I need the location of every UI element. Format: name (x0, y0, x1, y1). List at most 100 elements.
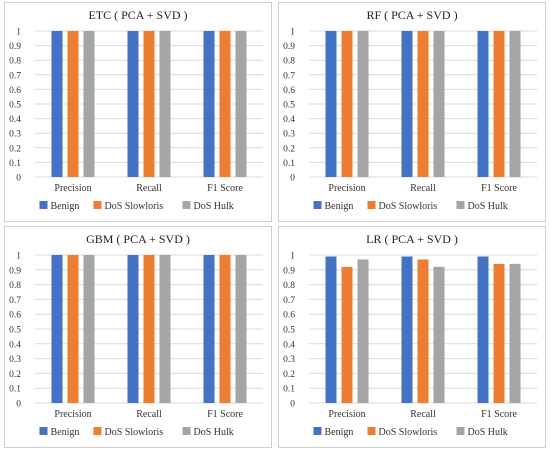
legend-swatch (456, 201, 465, 209)
bar-dos-hulk (235, 31, 247, 177)
y-tick-label: 0.9 (283, 266, 295, 276)
bar-dos-slowloris (67, 255, 79, 403)
bar-benign (203, 31, 215, 177)
y-tick-label: 0.1 (283, 159, 295, 169)
chart-panel-gbm: GBM ( PCA + SVD ) 0 0.1 0.2 0.3 0.4 0.5 0.6 0.7 0… (4, 226, 272, 448)
y-tick-label: 0.6 (283, 86, 295, 96)
x-category-label: Precision (328, 409, 365, 420)
legend-label: Benign (51, 427, 80, 438)
legend-label: DoS Hulk (194, 427, 234, 438)
bar-dos-hulk (509, 31, 521, 177)
x-category-label: F1 Score (207, 409, 243, 420)
bar-dos-slowloris (143, 255, 155, 403)
y-tick-label: 1 (16, 28, 21, 38)
y-tick-label: 0.5 (283, 326, 295, 336)
chart-title: LR ( PCA + SVD ) (366, 232, 458, 246)
y-tick-label: 0.8 (9, 281, 21, 291)
bar-benign (51, 255, 63, 403)
bar-dos-hulk (83, 31, 95, 177)
y-tick-label: 0 (16, 174, 21, 184)
y-tick-label: 0 (16, 400, 21, 410)
y-tick-label: 0.7 (283, 296, 295, 306)
bar-dos-slowloris (219, 31, 231, 177)
legend-label: Benign (325, 201, 354, 212)
y-tick-label: 0.4 (9, 340, 21, 350)
y-tick-label: 0.8 (9, 57, 21, 67)
bar-dos-hulk (159, 31, 171, 177)
y-tick-label: 0.2 (9, 370, 21, 380)
y-tick-label: 0.7 (283, 71, 295, 81)
x-category-label: Precision (54, 183, 91, 194)
y-tick-label: 0.4 (283, 340, 295, 350)
y-tick-label: 0.3 (283, 355, 295, 365)
y-tick-label: 0.3 (9, 130, 21, 140)
bar-benign (203, 255, 215, 403)
x-category-label: Recall (410, 409, 436, 420)
legend-label: DoS Slowloris (379, 201, 438, 212)
y-tick-label: 0.8 (283, 57, 295, 67)
y-tick-label: 0.3 (9, 355, 21, 365)
y-tick-label: 0.5 (9, 326, 21, 336)
y-tick-label: 0.6 (9, 311, 21, 321)
legend-swatch (367, 427, 376, 435)
chart-panel-etc: ETC ( PCA + SVD ) 0 0.1 0.2 0.3 0.4 0.5 0.6 0.7 0… (4, 2, 272, 222)
y-tick-label: 0.4 (283, 115, 295, 125)
x-category-label: F1 Score (481, 183, 517, 194)
legend-label: Benign (325, 427, 354, 438)
bar-dos-slowloris (493, 263, 505, 403)
x-category-label: Precision (54, 409, 91, 420)
legend-label: DoS Slowloris (105, 201, 164, 212)
y-tick-label: 0.8 (283, 281, 295, 291)
y-tick-label: 0.1 (283, 385, 295, 395)
y-tick-label: 0.1 (9, 385, 21, 395)
x-category-label: F1 Score (207, 183, 243, 194)
y-tick-label: 0.3 (283, 130, 295, 140)
bar-dos-hulk (159, 255, 171, 403)
bar-dos-hulk (83, 255, 95, 403)
y-tick-label: 0.7 (9, 71, 21, 81)
x-category-label: Recall (410, 183, 436, 194)
chart-etc: ETC ( PCA + SVD ) 0 0.1 0.2 0.3 0.4 0.5 0.6 0.7 0… (9, 8, 263, 212)
y-tick-label: 1 (16, 252, 21, 262)
y-tick-label: 0.6 (9, 86, 21, 96)
bar-benign (127, 31, 139, 177)
legend-swatch (39, 201, 48, 209)
x-category-label: F1 Score (481, 409, 517, 420)
bar-dos-slowloris (341, 266, 353, 403)
chart-rf: RF ( PCA + SVD ) 0 0.1 0.2 0.3 0.4 0.5 0.6 0.7 0.… (283, 8, 537, 212)
legend-swatch (93, 201, 102, 209)
x-category-label: Recall (136, 409, 162, 420)
legend-swatch (313, 427, 322, 435)
y-tick-label: 1 (290, 252, 295, 262)
legend-label: DoS Hulk (468, 201, 508, 212)
y-tick-label: 1 (290, 28, 295, 38)
y-tick-label: 0.2 (283, 370, 295, 380)
y-tick-label: 0.7 (9, 296, 21, 306)
bar-benign (127, 255, 139, 403)
y-tick-label: 0.2 (283, 144, 295, 154)
legend-label: DoS Slowloris (379, 427, 438, 438)
bar-dos-hulk (357, 31, 369, 177)
bar-dos-slowloris (417, 31, 429, 177)
chart-gbm: GBM ( PCA + SVD ) 0 0.1 0.2 0.3 0.4 0.5 0.6 0.7 0… (9, 232, 263, 438)
bar-dos-slowloris (493, 31, 505, 177)
y-tick-label: 0.1 (9, 159, 21, 169)
y-tick-label: 0 (290, 174, 295, 184)
y-tick-label: 0.5 (283, 101, 295, 111)
chart-title: ETC ( PCA + SVD ) (88, 8, 187, 22)
y-tick-label: 0.5 (9, 101, 21, 111)
y-tick-label: 0.9 (9, 266, 21, 276)
legend-swatch (313, 201, 322, 209)
bar-benign (325, 256, 337, 403)
legend-swatch (39, 427, 48, 435)
bar-benign (51, 31, 63, 177)
y-tick-label: 0.4 (9, 115, 21, 125)
y-tick-label: 0.6 (283, 311, 295, 321)
y-tick-label: 0.9 (9, 42, 21, 52)
bar-dos-hulk (509, 263, 521, 403)
chart-panel-rf: RF ( PCA + SVD ) 0 0.1 0.2 0.3 0.4 0.5 0.6 0.7 0.… (278, 2, 546, 222)
bar-benign (325, 31, 337, 177)
chart-title: GBM ( PCA + SVD ) (86, 232, 190, 246)
legend-swatch (93, 427, 102, 435)
bar-benign (401, 31, 413, 177)
